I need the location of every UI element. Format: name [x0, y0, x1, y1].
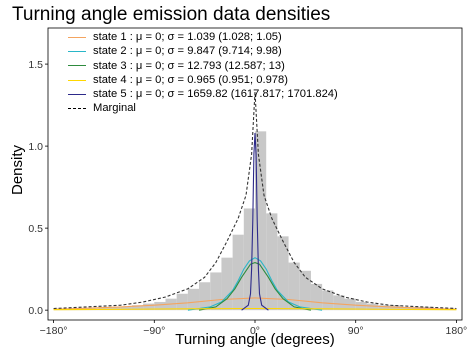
- histogram-bar: [187, 288, 200, 311]
- series-line-5: [241, 132, 269, 311]
- histogram-bar: [131, 305, 144, 311]
- legend-entry: Marginal: [68, 101, 338, 115]
- x-axis-label: Turning angle (degrees): [175, 331, 335, 348]
- histogram-bar: [288, 262, 300, 311]
- legend-entry: state 1 : μ = 0; σ = 1.039 (1.028; 1.05): [68, 30, 338, 44]
- legend-swatch: [68, 50, 86, 52]
- histogram-bar: [143, 303, 155, 311]
- histogram-bar: [322, 290, 334, 311]
- series-line-1: [53, 297, 457, 310]
- histogram: [53, 131, 457, 311]
- histogram-bar: [120, 306, 132, 311]
- x-tick-label: 0°: [250, 325, 260, 337]
- legend-swatch: [68, 79, 86, 81]
- x-tick-label: −180°: [40, 325, 68, 337]
- legend-label: state 5 : μ = 0; σ = 1659.82 (1617.817; …: [93, 88, 338, 101]
- histogram-bar: [109, 306, 121, 311]
- histogram-bar: [255, 131, 267, 311]
- y-tick-label: 0.5: [28, 223, 43, 235]
- legend-swatch: [68, 36, 86, 38]
- histogram-bar: [277, 236, 289, 311]
- x-tick-label: 180°: [446, 325, 468, 337]
- x-tick-label: −90°: [143, 325, 165, 337]
- legend-entry: state 2 : μ = 0; σ = 9.847 (9.714; 9.98): [68, 44, 338, 58]
- series-line-4: [53, 307, 457, 311]
- histogram-bar: [400, 306, 412, 311]
- legend-label: state 1 : μ = 0; σ = 1.039 (1.028; 1.05): [93, 31, 282, 43]
- series-line-3: [198, 262, 312, 311]
- x-tick-label: 90°: [348, 325, 364, 337]
- legend-entry: state 3 : μ = 0; σ = 12.793 (12.587; 13): [68, 59, 338, 73]
- legend-label: Marginal: [93, 102, 136, 115]
- chart-title: Turning angle emission data densities: [12, 4, 331, 25]
- histogram-bar: [266, 213, 278, 311]
- density-curves: [53, 91, 457, 311]
- y-tick-label: 1.0: [28, 141, 43, 153]
- histogram-bar: [333, 295, 345, 311]
- histogram-bar: [199, 282, 211, 311]
- histogram-bar: [310, 283, 323, 311]
- histogram-bar: [366, 303, 379, 311]
- histogram-bar: [210, 272, 222, 311]
- histogram-bar: [299, 270, 311, 311]
- histogram-bar: [378, 305, 390, 311]
- legend-label: state 2 : μ = 0; σ = 9.847 (9.714; 9.98): [93, 45, 282, 58]
- histogram-bar: [98, 306, 110, 311]
- histogram-bar: [176, 293, 188, 311]
- legend-label: state 4 : μ = 0; σ = 0.965 (0.951; 0.978…: [93, 73, 288, 86]
- legend-swatch: [68, 65, 86, 67]
- legend: state 1 : μ = 0; σ = 1.039 (1.028; 1.05)…: [68, 30, 338, 116]
- y-axis-label: Density: [9, 144, 26, 195]
- histogram-bar: [355, 301, 367, 311]
- histogram-bar: [232, 234, 244, 311]
- histogram-bar: [243, 208, 255, 311]
- legend-entry: state 5 : μ = 0; σ = 1659.82 (1617.817; …: [68, 87, 338, 101]
- legend-entry: state 4 : μ = 0; σ = 0.965 (0.951; 0.978…: [68, 73, 338, 87]
- series-line-6: [53, 91, 457, 310]
- y-tick-label: 1.5: [28, 59, 43, 71]
- legend-label: state 3 : μ = 0; σ = 12.793 (12.587; 13): [93, 59, 285, 72]
- x-axis: −180° −90° 0° 90° 180°: [40, 320, 468, 337]
- histogram-bar: [221, 257, 233, 311]
- y-tick-label: 0.0: [28, 305, 43, 317]
- y-axis: 0.0 0.5 1.0 1.5: [28, 59, 48, 317]
- legend-swatch: [68, 108, 86, 110]
- histogram-bar: [154, 301, 166, 311]
- series-line-2: [187, 257, 323, 311]
- histogram-bar: [389, 305, 401, 311]
- legend-swatch: [68, 93, 86, 95]
